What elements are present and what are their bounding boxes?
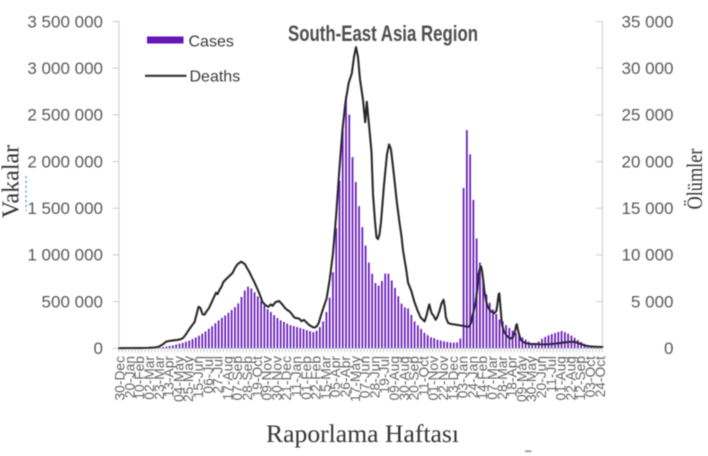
svg-text:21-Dec: 21-Dec: [279, 356, 294, 401]
svg-text:09-Aug: 09-Aug: [387, 356, 402, 401]
svg-text:Cases: Cases: [189, 33, 234, 50]
svg-text:09-May: 09-May: [514, 356, 529, 402]
svg-text:12-Sep: 12-Sep: [573, 356, 588, 401]
svg-text:28-Jun: 28-Jun: [367, 356, 382, 398]
svg-text:30-Aug: 30-Aug: [397, 356, 412, 401]
svg-text:2 500 000: 2 500 000: [27, 106, 103, 125]
svg-text:22-Aug: 22-Aug: [563, 356, 578, 401]
svg-text:15-Mar: 15-Mar: [318, 356, 333, 400]
svg-text:23-Mar: 23-Mar: [152, 356, 167, 400]
svg-text:30-May: 30-May: [524, 356, 539, 402]
svg-text:10-Feb: 10-Feb: [132, 356, 147, 400]
svg-text:5 000: 5 000: [631, 292, 674, 311]
svg-text:09-Nov: 09-Nov: [260, 356, 275, 401]
svg-text:24-Jan: 24-Jan: [465, 356, 480, 398]
svg-text:30-Nov: 30-Nov: [269, 356, 284, 401]
svg-text:18-Apr: 18-Apr: [505, 356, 520, 398]
svg-text:500 000: 500 000: [42, 292, 103, 311]
svg-text:04-May: 04-May: [171, 356, 186, 402]
svg-text:15-Jun: 15-Jun: [191, 356, 206, 398]
svg-text:0: 0: [664, 339, 673, 358]
svg-text:01-Feb: 01-Feb: [299, 356, 314, 400]
svg-text:28-Sep: 28-Sep: [240, 356, 255, 401]
svg-text:17-Aug: 17-Aug: [220, 356, 235, 401]
svg-text:Deaths: Deaths: [190, 69, 241, 86]
svg-text:03-Jan: 03-Jan: [456, 356, 471, 398]
svg-text:1 500 000: 1 500 000: [27, 199, 103, 218]
svg-text:11-Jul: 11-Jul: [544, 356, 559, 393]
svg-text:07-Jun: 07-Jun: [358, 356, 373, 398]
svg-text:20-Jan: 20-Jan: [122, 356, 137, 398]
svg-text:11-Jan: 11-Jan: [289, 356, 304, 397]
svg-text:02-Mar: 02-Mar: [142, 356, 157, 400]
svg-text:28-Mar: 28-Mar: [495, 356, 510, 400]
svg-text:26-Apr: 26-Apr: [338, 356, 353, 398]
svg-text:3 000 000: 3 000 000: [27, 59, 103, 78]
svg-text:1 000 000: 1 000 000: [27, 246, 103, 265]
svg-text:24-Oct: 24-Oct: [593, 356, 608, 398]
svg-text:20 000: 20 000: [622, 152, 674, 171]
svg-text:06-Jul: 06-Jul: [201, 356, 216, 394]
svg-text:25-May: 25-May: [181, 356, 196, 402]
svg-text:Ölümler: Ölümler: [682, 148, 707, 210]
svg-text:07-Sep: 07-Sep: [230, 356, 245, 401]
svg-text:South-East Asia Region: South-East Asia Region: [288, 21, 478, 46]
svg-text:11-Oct: 11-Oct: [416, 356, 431, 397]
svg-text:Vakalar: Vakalar: [0, 145, 25, 218]
svg-text:22-Feb: 22-Feb: [309, 356, 324, 400]
svg-text:05-Apr: 05-Apr: [328, 356, 343, 398]
svg-text:19-Jul: 19-Jul: [377, 356, 392, 394]
svg-text:0: 0: [94, 339, 103, 358]
svg-text:15 000: 15 000: [622, 199, 674, 218]
svg-text:30-Dec: 30-Dec: [113, 356, 128, 401]
svg-text:Raporlama Haftası: Raporlama Haftası: [266, 421, 459, 448]
svg-text:20-Jun: 20-Jun: [534, 356, 549, 398]
svg-text:27-Jul: 27-Jul: [211, 356, 226, 394]
svg-text:01-Nov: 01-Nov: [426, 356, 441, 401]
svg-text:30 000: 30 000: [622, 59, 674, 78]
svg-text:03-Oct: 03-Oct: [583, 356, 598, 398]
svg-text:25 000: 25 000: [622, 106, 674, 125]
svg-text:35 000: 35 000: [622, 12, 674, 31]
svg-text:3 500 000: 3 500 000: [27, 12, 103, 31]
svg-text:19-Oct: 19-Oct: [250, 356, 265, 398]
svg-text:10 000: 10 000: [622, 246, 674, 265]
svg-text:2 000 000: 2 000 000: [27, 152, 103, 171]
svg-text:14-Feb: 14-Feb: [475, 356, 490, 400]
svg-text:13-Apr: 13-Apr: [162, 356, 177, 398]
svg-text:17-May: 17-May: [348, 356, 363, 402]
svg-text:01-Aug: 01-Aug: [554, 356, 569, 401]
svg-text:20-Sep: 20-Sep: [407, 356, 422, 401]
svg-text:22-Nov: 22-Nov: [436, 356, 451, 401]
svg-text:13-Dec: 13-Dec: [446, 356, 461, 401]
svg-text:07-Mar: 07-Mar: [485, 356, 500, 400]
